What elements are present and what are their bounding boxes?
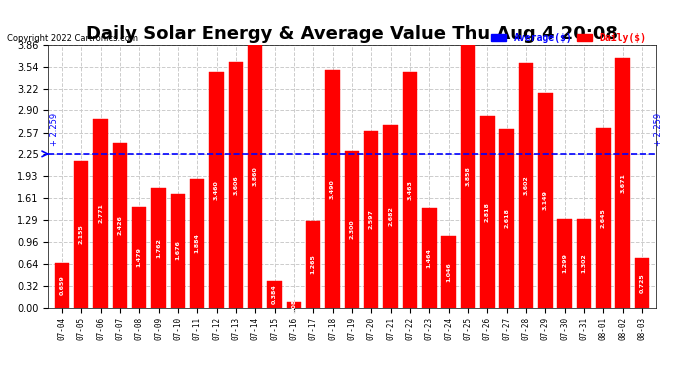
Text: 1.884: 1.884	[195, 234, 199, 254]
Bar	[248, 45, 262, 308]
Bar	[209, 72, 224, 308]
Text: 0.725: 0.725	[640, 273, 644, 293]
Bar	[364, 131, 379, 308]
Bar	[228, 62, 243, 308]
Text: 3.606: 3.606	[233, 175, 238, 195]
Text: + 2.259: + 2.259	[653, 112, 662, 146]
Text: 3.671: 3.671	[620, 173, 625, 193]
Text: 2.155: 2.155	[79, 224, 83, 244]
Bar	[132, 207, 146, 308]
Text: 3.860: 3.860	[253, 166, 257, 186]
Text: 3.460: 3.460	[214, 180, 219, 200]
Bar	[442, 236, 456, 308]
Text: 1.676: 1.676	[175, 241, 180, 261]
Text: 3.490: 3.490	[330, 179, 335, 199]
Text: 1.046: 1.046	[446, 262, 451, 282]
Bar	[538, 93, 553, 308]
Bar	[384, 125, 398, 308]
Text: 2.682: 2.682	[388, 206, 393, 226]
Text: 2.818: 2.818	[485, 202, 490, 222]
Text: 2.645: 2.645	[601, 208, 606, 228]
Text: 1.464: 1.464	[426, 248, 432, 268]
Text: 2.771: 2.771	[98, 203, 103, 223]
Bar	[151, 188, 166, 308]
Text: 1.479: 1.479	[137, 247, 141, 267]
Text: Copyright 2022 Cartronics.com: Copyright 2022 Cartronics.com	[7, 34, 138, 43]
Bar	[403, 72, 417, 308]
Bar	[461, 45, 475, 308]
Bar	[577, 219, 591, 308]
Bar	[267, 281, 282, 308]
Text: 1.762: 1.762	[156, 238, 161, 258]
Bar	[325, 70, 339, 308]
Bar	[344, 151, 359, 308]
Bar	[596, 128, 611, 308]
Title: Daily Solar Energy & Average Value Thu Aug 4 20:08: Daily Solar Energy & Average Value Thu A…	[86, 26, 618, 44]
Bar	[635, 258, 649, 308]
Text: 3.149: 3.149	[543, 190, 548, 210]
Bar	[286, 302, 301, 307]
Bar	[93, 119, 108, 308]
Bar	[112, 142, 127, 308]
Bar	[519, 63, 533, 308]
Text: 0.384: 0.384	[272, 285, 277, 304]
Text: 1.302: 1.302	[582, 254, 586, 273]
Bar	[615, 58, 630, 308]
Bar	[190, 179, 204, 308]
Bar	[480, 116, 495, 308]
Text: 3.463: 3.463	[407, 180, 413, 200]
Bar	[500, 129, 514, 308]
Text: 1.299: 1.299	[562, 254, 567, 273]
Text: 2.300: 2.300	[349, 219, 355, 239]
Bar	[170, 194, 185, 308]
Text: 3.858: 3.858	[466, 166, 471, 186]
Text: 2.426: 2.426	[117, 215, 122, 235]
Text: 2.618: 2.618	[504, 209, 509, 228]
Text: 0.659: 0.659	[59, 275, 64, 295]
Bar	[55, 262, 69, 308]
Bar	[558, 219, 572, 308]
Text: 3.602: 3.602	[524, 175, 529, 195]
Text: 0.084: 0.084	[291, 295, 297, 315]
Bar	[306, 222, 320, 308]
Text: 1.265: 1.265	[310, 255, 316, 274]
Text: + 2.259: + 2.259	[50, 112, 59, 146]
Bar	[422, 208, 437, 308]
Legend: Average($), Daily($): Average($), Daily($)	[488, 29, 651, 46]
Bar	[74, 161, 88, 308]
Text: 2.597: 2.597	[368, 209, 374, 229]
